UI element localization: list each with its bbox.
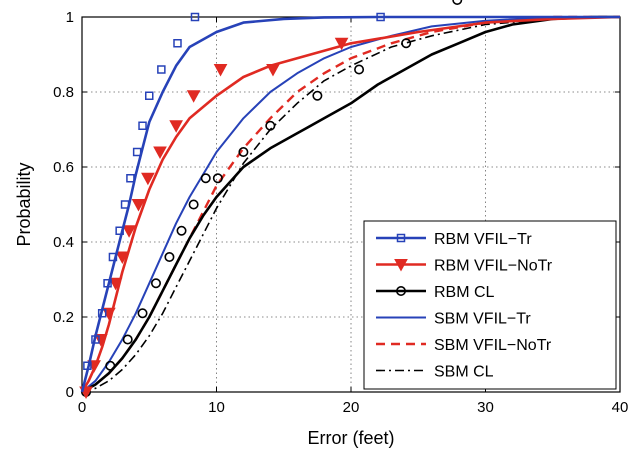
series-line: [81, 16, 621, 393]
square-marker: [132, 147, 142, 157]
triangle-marker: [334, 37, 349, 51]
axis-ticks: 0 10 20 30 40 0 0.2 0.4 0.6 0.8 1: [53, 9, 628, 416]
legend-entry: RBM CL: [376, 284, 495, 301]
triangle-marker: [394, 259, 408, 272]
circle-marker: [212, 173, 223, 184]
series-5: [81, 16, 621, 393]
series-3: [81, 16, 620, 393]
triangle-marker: [108, 277, 123, 291]
square-marker: [115, 226, 124, 235]
legend-label: RBM CL: [434, 284, 495, 301]
legend-entry: RBM VFIL−Tr: [376, 231, 532, 248]
y-tick-label: 1: [66, 9, 74, 26]
square-marker: [120, 200, 130, 209]
circle-marker: [395, 285, 406, 296]
triangle-marker: [169, 120, 183, 133]
square-marker: [83, 361, 92, 370]
square-marker: [103, 279, 112, 288]
legend-label: RBM VFIL−NoTr: [434, 258, 553, 275]
series-line: [81, 16, 620, 393]
circle-marker: [452, 0, 463, 5]
x-tick-label: 20: [343, 399, 360, 416]
square-marker: [91, 335, 100, 344]
triangle-marker: [266, 64, 280, 77]
series-0: [80, 12, 620, 393]
y-tick-label: 0: [66, 384, 74, 401]
y-tick-label: 0.2: [53, 309, 74, 326]
y-axis-label: Probability: [14, 162, 34, 246]
triangle-marker: [141, 172, 155, 186]
circle-marker: [188, 199, 199, 210]
circle-marker: [122, 334, 133, 345]
x-tick-label: 40: [612, 399, 629, 416]
square-marker: [126, 174, 135, 183]
triangle-marker: [153, 146, 167, 160]
legend: RBM VFIL−Tr RBM VFIL−NoTr RBM CL SBM VFIL−T…: [363, 220, 617, 390]
square-marker: [157, 65, 166, 74]
legend-label: SBM VFIL−Tr: [434, 311, 531, 328]
legend-label: SBM VFIL−NoTr: [434, 337, 552, 354]
triangle-marker: [186, 90, 201, 103]
square-marker: [97, 309, 107, 318]
triangle-marker: [213, 64, 228, 77]
square-marker: [138, 121, 147, 130]
legend-entry: RBM VFIL−NoTr: [376, 258, 553, 275]
x-axis-label: Error (feet): [307, 428, 394, 448]
triangle-marker: [93, 334, 108, 347]
legend-label: RBM VFIL−Tr: [434, 231, 532, 248]
circle-marker: [150, 278, 161, 289]
legend-entry: SBM VFIL−NoTr: [376, 337, 552, 354]
circle-marker: [401, 38, 412, 49]
series-2: [81, 0, 620, 397]
square-marker: [173, 39, 182, 48]
circle-marker: [265, 120, 276, 131]
circle-marker: [200, 173, 211, 184]
square-marker: [376, 12, 385, 22]
x-tick-label: 0: [78, 399, 86, 416]
circle-marker: [105, 360, 116, 371]
series-line: [80, 15, 620, 393]
circle-marker: [312, 90, 323, 101]
square-marker: [190, 12, 200, 22]
circle-marker: [238, 147, 249, 158]
y-tick-label: 0.6: [53, 159, 74, 176]
circle-marker: [176, 225, 187, 236]
triangle-marker: [131, 199, 146, 212]
legend-label: SBM CL: [434, 364, 494, 381]
x-tick-label: 30: [477, 399, 494, 416]
triangle-marker: [115, 251, 130, 265]
circle-marker: [354, 64, 365, 75]
triangle-marker: [122, 225, 136, 238]
y-tick-label: 0.8: [53, 84, 74, 101]
x-tick-label: 10: [208, 399, 225, 416]
legend-entry: SBM VFIL−Tr: [376, 311, 531, 328]
square-marker: [108, 252, 118, 262]
square-marker: [396, 233, 406, 243]
y-tick-label: 0.4: [53, 234, 74, 251]
legend-box: [363, 220, 617, 390]
circle-marker: [137, 308, 148, 319]
series-line: [81, 15, 620, 394]
square-marker: [145, 91, 154, 100]
series-layer: [79, 0, 621, 400]
legend-entry: SBM CL: [376, 364, 494, 381]
circle-marker: [164, 252, 175, 263]
